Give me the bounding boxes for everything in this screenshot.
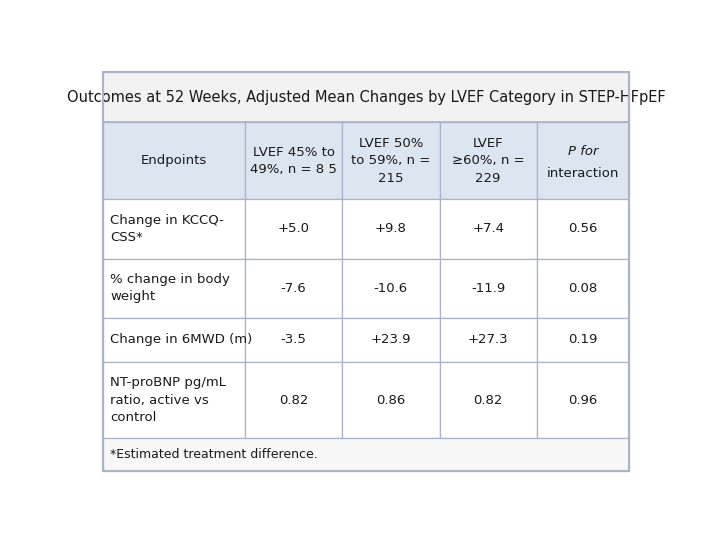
Text: LVEF
≥60%, n =
229: LVEF ≥60%, n = 229: [452, 137, 525, 185]
Text: 0.86: 0.86: [376, 394, 406, 407]
Text: *Estimated treatment difference.: *Estimated treatment difference.: [110, 448, 318, 462]
Bar: [103, 362, 245, 438]
Text: 0.96: 0.96: [568, 394, 598, 407]
Bar: [245, 318, 342, 362]
Text: +27.3: +27.3: [468, 333, 508, 346]
Bar: [537, 199, 629, 259]
Text: +7.4: +7.4: [472, 222, 504, 236]
Text: 0.56: 0.56: [568, 222, 598, 236]
Text: +23.9: +23.9: [371, 333, 411, 346]
Bar: [440, 123, 537, 199]
Bar: [245, 123, 342, 199]
Bar: [537, 362, 629, 438]
Bar: [245, 259, 342, 318]
Bar: [440, 362, 537, 438]
Text: +9.8: +9.8: [375, 222, 407, 236]
Text: 0.08: 0.08: [568, 282, 598, 295]
Bar: [103, 199, 245, 259]
Bar: [440, 199, 537, 259]
Bar: [245, 362, 342, 438]
Text: Endpoints: Endpoints: [141, 154, 207, 167]
Text: NT-proBNP pg/mL
ratio, active vs
control: NT-proBNP pg/mL ratio, active vs control: [110, 376, 226, 424]
Text: LVEF 50%
to 59%, n =
215: LVEF 50% to 59%, n = 215: [351, 137, 431, 185]
Text: -10.6: -10.6: [374, 282, 408, 295]
Bar: [440, 259, 537, 318]
Bar: [342, 259, 440, 318]
Bar: [342, 362, 440, 438]
Text: -3.5: -3.5: [281, 333, 306, 346]
Text: P for: P for: [568, 145, 598, 158]
Text: 0.19: 0.19: [568, 333, 598, 346]
Bar: [537, 318, 629, 362]
Text: % change in body
weight: % change in body weight: [110, 273, 230, 303]
Bar: [103, 123, 245, 199]
Bar: [342, 123, 440, 199]
Text: interaction: interaction: [547, 167, 619, 180]
Bar: [103, 72, 629, 123]
Text: -7.6: -7.6: [281, 282, 306, 295]
Bar: [103, 259, 245, 318]
Text: 0.82: 0.82: [473, 394, 503, 407]
Bar: [245, 199, 342, 259]
Text: +5.0: +5.0: [278, 222, 310, 236]
Text: -11.9: -11.9: [471, 282, 506, 295]
Bar: [103, 438, 629, 471]
Bar: [537, 259, 629, 318]
Text: LVEF 45% to
49%, n = 8 5: LVEF 45% to 49%, n = 8 5: [250, 146, 337, 176]
Text: Outcomes at 52 Weeks, Adjusted Mean Changes by LVEF Category in STEP-HFpEF: Outcomes at 52 Weeks, Adjusted Mean Chan…: [66, 90, 665, 105]
Text: Change in KCCQ-
CSS*: Change in KCCQ- CSS*: [110, 214, 224, 244]
Bar: [342, 318, 440, 362]
Bar: [103, 318, 245, 362]
Bar: [440, 318, 537, 362]
Bar: [342, 199, 440, 259]
Text: 0.82: 0.82: [279, 394, 308, 407]
Text: Change in 6MWD (m): Change in 6MWD (m): [110, 333, 253, 346]
Bar: [537, 123, 629, 199]
